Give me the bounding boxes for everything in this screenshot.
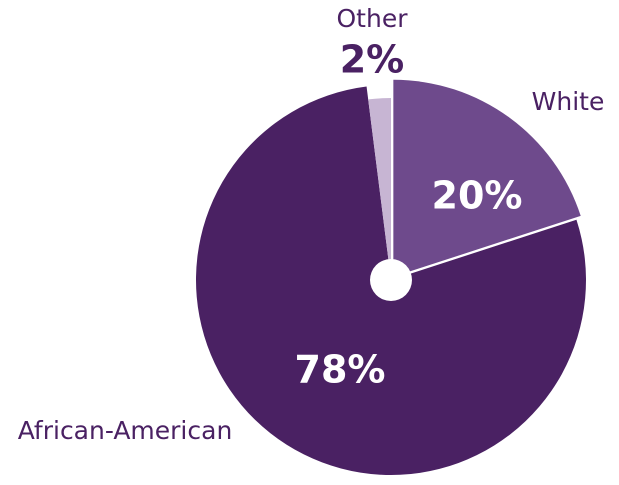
- category-label: White: [532, 87, 605, 116]
- pie-slice: [368, 98, 391, 280]
- category-label: African-American: [18, 416, 233, 445]
- value-label: 78%: [295, 348, 386, 392]
- category-label: Other: [337, 4, 409, 33]
- value-label: 2%: [340, 38, 405, 82]
- value-label: 20%: [432, 174, 523, 218]
- pie-slice: [393, 79, 581, 277]
- center-hole: [370, 259, 412, 301]
